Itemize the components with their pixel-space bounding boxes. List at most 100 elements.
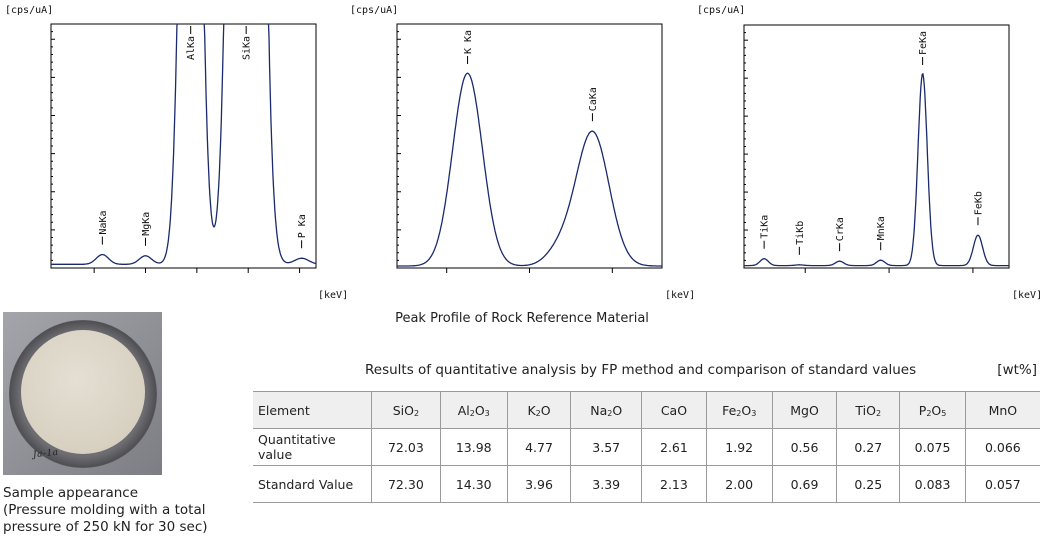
- formula-text: O: [612, 402, 623, 418]
- sample-caption-line: Sample appearance: [3, 485, 139, 501]
- peak-label-text: P Ka: [297, 214, 308, 238]
- formula-text: O: [540, 402, 551, 418]
- header-cell-compound: CaO: [641, 391, 707, 429]
- value-cell: 0.066: [964, 428, 1040, 466]
- row-label: Standard Value: [253, 465, 372, 503]
- value-cell: 1.92: [705, 428, 773, 466]
- formula-text: K: [527, 402, 536, 418]
- value-cell: 0.25: [836, 465, 900, 503]
- value-cell: 3.39: [570, 465, 642, 503]
- x-axis-label: [keV]: [1012, 290, 1040, 301]
- value-cell: 13.98: [439, 428, 508, 466]
- table-row: Standard Value 72.30 14.30 3.96 3.39 2.13 2.0…: [253, 465, 1040, 503]
- peak-label-tikb: TiKb: [795, 221, 806, 255]
- table-row: Quantitative value 72.03 13.98 4.77 3.57 2.6…: [253, 428, 1040, 466]
- spectrum-line: [51, 24, 316, 265]
- peak-label-tika: TiKa: [760, 215, 771, 249]
- peak-label-caka: CaKa: [588, 87, 599, 122]
- formula-text: TiO: [855, 402, 876, 418]
- formula-text: Na: [590, 402, 608, 418]
- formula-text: CaO: [660, 402, 688, 418]
- formula-text: O: [931, 402, 942, 418]
- sample-caption: Sample appearance (Pressure molding with…: [3, 485, 243, 536]
- formula-text: P: [918, 402, 927, 418]
- chart-2: [cps/uA] [keV] K Ka CaKa: [350, 5, 695, 301]
- header-cell-compound: Na2O: [570, 391, 642, 429]
- value-cell: 72.03: [371, 428, 441, 466]
- peak-label-text: AlKa: [186, 36, 197, 60]
- sample-pellet: [21, 330, 145, 454]
- peak-label-mgka: MgKa: [141, 212, 152, 246]
- peak-label-fekb: FeKb: [973, 191, 984, 226]
- x-axis-label: [keV]: [665, 290, 695, 301]
- results-table: Element SiO2 Al2O3 K2O Na2O CaO Fe2O3 MgO TiO2 P…: [253, 391, 1040, 503]
- sample-caption-line: pressure of 250 kN for 30 sec): [3, 519, 208, 535]
- table-header-row: Element SiO2 Al2O3 K2O Na2O CaO Fe2O3 MgO TiO2 P…: [253, 391, 1040, 429]
- peak-label-pka: P Ka: [297, 214, 308, 249]
- peak-label-alka: AlKa: [186, 26, 197, 60]
- peak-label-text: SiKa: [242, 36, 253, 60]
- header-cell-compound: TiO2: [836, 391, 900, 429]
- peak-label-crka: CrKa: [835, 217, 846, 252]
- formula-text: Fe: [722, 402, 737, 418]
- peak-label-feka: FeKa: [918, 31, 929, 65]
- subscript: 2: [535, 408, 541, 418]
- value-cell: 0.075: [899, 428, 966, 466]
- peak-label-text: MnKa: [876, 216, 887, 240]
- subscript: 2: [736, 408, 742, 418]
- peak-label-text: FeKa: [918, 31, 929, 55]
- peak-profile-charts: [cps/uA] [keV] NaKa MgKa AlKa SiKa P Ka [cps/uA…: [5, 5, 1040, 301]
- peak-label-text: TiKb: [795, 221, 806, 245]
- value-cell: 2.61: [641, 428, 707, 466]
- peak-label-kka: K Ka: [463, 30, 474, 64]
- value-cell: 72.30: [371, 465, 441, 503]
- spectrum-line: [744, 72, 1009, 267]
- value-cell: 14.30: [439, 465, 508, 503]
- value-cell: 0.69: [771, 465, 837, 503]
- peak-label-mnka: MnKa: [876, 216, 887, 251]
- value-cell: 4.77: [506, 428, 571, 466]
- value-cell: 2.13: [641, 465, 707, 503]
- row-label: Quantitative value: [253, 428, 372, 466]
- peak-label-text: CrKa: [835, 217, 846, 241]
- header-cell-compound: SiO2: [371, 391, 441, 429]
- subscript: 3: [751, 408, 757, 418]
- header-cell-compound: MnO: [964, 391, 1040, 429]
- value-cell: 0.56: [771, 428, 837, 466]
- y-axis-label: [cps/uA]: [350, 5, 398, 16]
- value-cell: 0.083: [899, 465, 966, 503]
- chart-3: [cps/uA] [keV] TiKa TiKb CrKa MnKa FeKa FeKb: [697, 5, 1040, 301]
- spectrum-line: [397, 72, 662, 267]
- peak-label-naka: NaKa: [98, 210, 109, 245]
- formula-text: MnO: [988, 402, 1018, 418]
- header-cell-compound: P2O5: [899, 391, 966, 429]
- peak-label-text: FeKb: [973, 191, 984, 215]
- peak-label-text: K Ka: [463, 30, 474, 54]
- plot-frame: [396, 23, 663, 269]
- formula-text: Al: [457, 402, 470, 418]
- header-cell-compound: Al2O3: [439, 391, 508, 429]
- value-cell: 2.00: [705, 465, 773, 503]
- chart-1: [cps/uA] [keV] NaKa MgKa AlKa SiKa P Ka: [5, 5, 348, 301]
- value-cell: 0.057: [964, 465, 1040, 503]
- header-cell-element: Element: [253, 391, 372, 429]
- formula-text: O: [741, 402, 752, 418]
- table-unit: [wt%]: [997, 362, 1037, 378]
- table-title: Results of quantitative analysis by FP m…: [365, 362, 917, 378]
- value-cell: 3.96: [506, 465, 571, 503]
- subscript: 2: [875, 408, 882, 418]
- peak-label-text: TiKa: [760, 215, 771, 239]
- peak-label-text: MgKa: [141, 212, 152, 236]
- value-cell: 0.27: [836, 428, 900, 466]
- formula-text: MgO: [790, 402, 819, 418]
- header-cell-compound: MgO: [771, 391, 837, 429]
- y-axis-label: [cps/uA]: [697, 5, 745, 16]
- peak-label-sika: SiKa: [242, 26, 253, 60]
- sample-caption-line: (Pressure molding with a total: [3, 502, 206, 518]
- subscript: 2: [413, 408, 420, 418]
- y-axis-label: [cps/uA]: [5, 5, 53, 16]
- peak-label-text: CaKa: [588, 87, 599, 111]
- subscript: 2: [926, 408, 932, 418]
- peak-profile-caption: Peak Profile of Rock Reference Material: [395, 311, 649, 326]
- peak-label-text: NaKa: [98, 210, 109, 234]
